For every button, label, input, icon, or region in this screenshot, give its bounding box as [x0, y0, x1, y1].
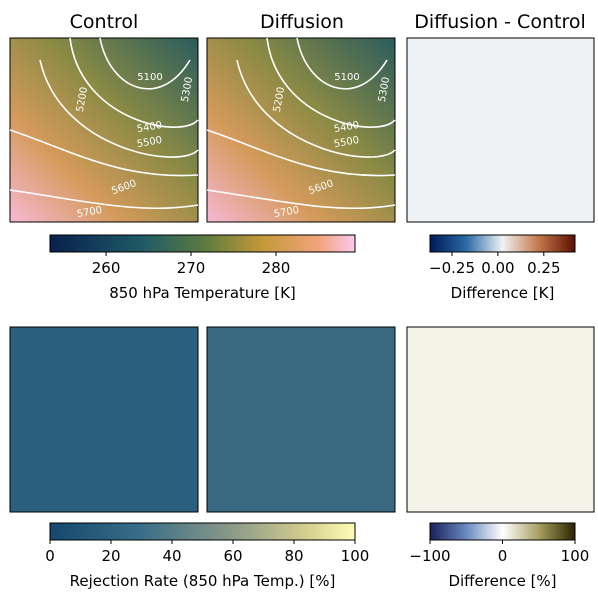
contour-label: 5700 [76, 205, 103, 220]
map-panels [9, 37, 595, 513]
map-diffusion [206, 37, 396, 223]
panel-title: Diffusion - Control [414, 11, 586, 33]
colorbar-label: Difference [%] [448, 572, 556, 590]
tick-label: 0.00 [481, 259, 514, 277]
contour-label: 5300 [377, 76, 392, 103]
contour-label: 5500 [136, 135, 163, 150]
tick-label: 40 [162, 547, 181, 565]
contour-label: 5200 [272, 86, 287, 113]
contour-label: 5300 [180, 76, 195, 103]
contour-label: 5400 [136, 120, 163, 135]
map-reject-diffusion [206, 326, 396, 513]
tick-label: 260 [92, 259, 121, 277]
map-reject-diff [406, 326, 595, 513]
tick-label: 0.25 [527, 259, 560, 277]
tick-label: 100 [341, 547, 370, 565]
tick-label: −100 [409, 547, 450, 565]
panel-title: Diffusion [260, 11, 344, 33]
contour-lines [206, 37, 396, 210]
colorbar [49, 234, 356, 253]
tick-label: 80 [284, 547, 303, 565]
colorbar [429, 234, 576, 253]
contours [9, 37, 396, 210]
panel-title: Control [70, 11, 139, 33]
contour-lines [9, 37, 199, 210]
contour-label: 5500 [333, 135, 360, 150]
tick-label: 270 [177, 259, 206, 277]
contour-label: 5400 [333, 120, 360, 135]
tick-label: 60 [223, 547, 242, 565]
colorbar [429, 522, 576, 541]
colorbar-label: Rejection Rate (850 hPa Temp.) [%] [70, 572, 336, 590]
tick-label: 280 [262, 259, 291, 277]
contour-label: 5700 [273, 205, 300, 220]
tick-label: 20 [101, 547, 120, 565]
contour-label: 5200 [75, 86, 90, 113]
tick-label: −0.25 [429, 259, 475, 277]
tick-label: 0 [498, 547, 508, 565]
tick-label: 0 [45, 547, 55, 565]
map-diff [406, 37, 595, 223]
colorbar-label: Difference [K] [451, 284, 555, 302]
contour-label: 5100 [334, 72, 359, 83]
colorbar [49, 522, 356, 541]
contour-label: 5100 [137, 72, 162, 83]
map-reject-control [9, 326, 199, 513]
tick-label: 100 [561, 547, 590, 565]
colorbar-label: 850 hPa Temperature [K] [109, 284, 296, 302]
map-control [9, 37, 199, 223]
